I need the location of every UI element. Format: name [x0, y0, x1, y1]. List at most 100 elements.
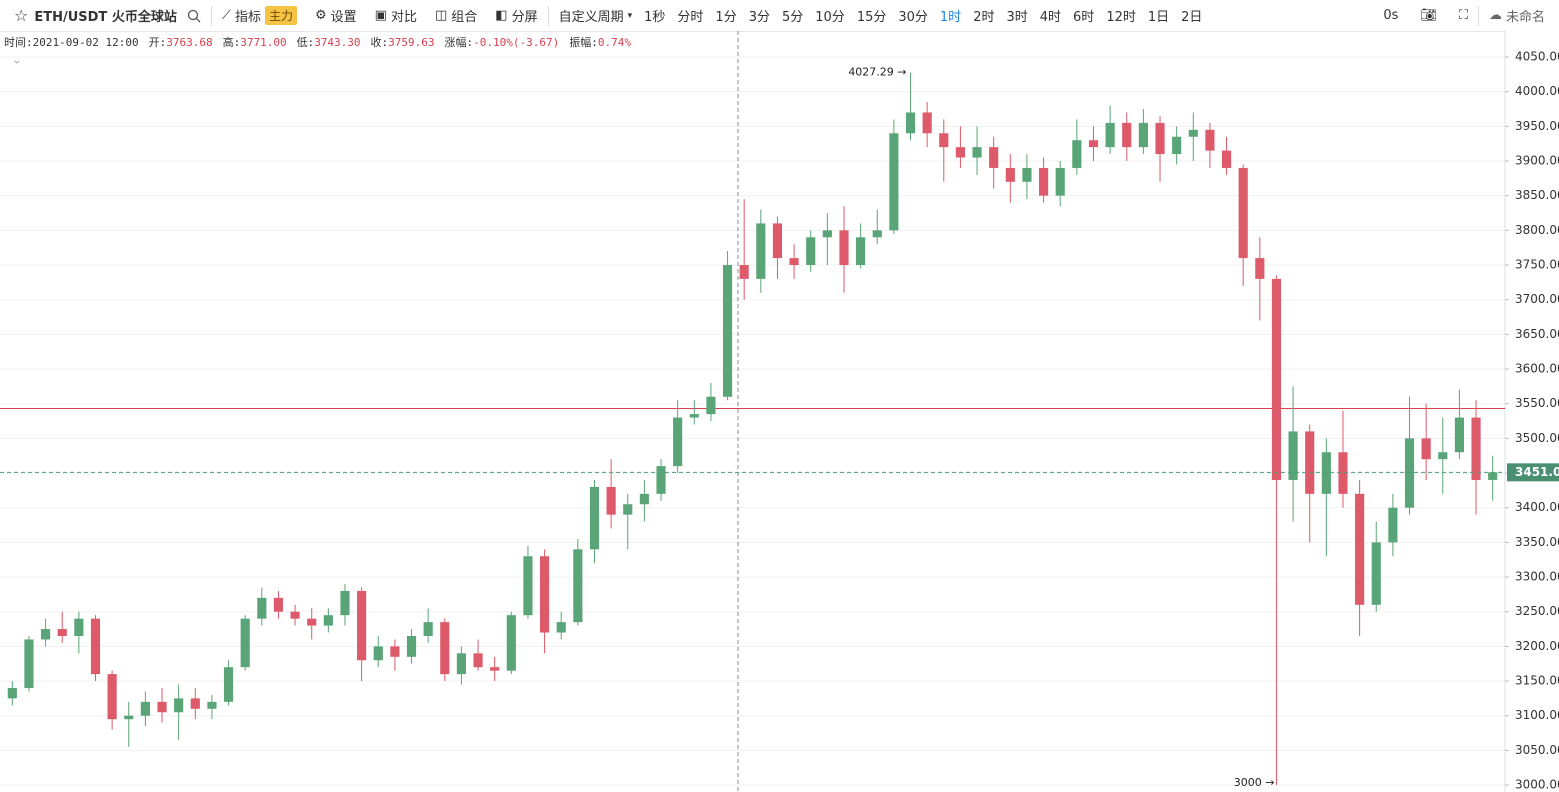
period-button[interactable]: 3分: [748, 10, 770, 25]
split-button[interactable]: ◧ 分屏: [495, 6, 537, 25]
candle-body: [440, 622, 450, 675]
candle-body: [1022, 167, 1032, 182]
candle-body: [41, 629, 51, 640]
period-button[interactable]: 1时: [939, 10, 962, 25]
current-price-label: 3451.02: [1515, 465, 1559, 479]
info-value: -0.10%(-3.67): [473, 36, 560, 49]
candle-body: [174, 698, 184, 713]
period-button[interactable]: 1日: [1147, 10, 1170, 25]
candle-body: [1055, 167, 1065, 196]
period-button[interactable]: 15分: [856, 10, 887, 25]
candle-body: [606, 486, 616, 515]
candle-body: [490, 667, 500, 671]
symbol[interactable]: ETH/USDT 火币全球站: [34, 10, 177, 25]
y-tick-label: 3150.00: [1515, 674, 1559, 688]
search-icon[interactable]: [187, 9, 201, 23]
info-label: 涨幅:: [444, 36, 474, 49]
candle-body: [1138, 122, 1148, 148]
layout-button[interactable]: ☁ 未命名: [1489, 6, 1545, 25]
y-tick-label: 3200.00: [1515, 639, 1559, 653]
candle-body: [7, 687, 17, 699]
candle-body: [905, 112, 916, 134]
candle-body: [1438, 452, 1448, 460]
candle-body: [140, 701, 150, 716]
info-item: 时间:2021-09-02 12:00: [4, 34, 139, 50]
period-button[interactable]: 6时: [1073, 10, 1095, 25]
candle-body: [1122, 122, 1132, 148]
candle-body: [1305, 431, 1315, 494]
candle-body: [1271, 278, 1282, 480]
y-tick-label: 3250.00: [1515, 604, 1559, 618]
icon: ⟋: [221, 8, 231, 23]
period-button[interactable]: 4时: [1039, 10, 1062, 25]
label: 设置: [330, 10, 357, 25]
candle-body: [573, 549, 583, 623]
candle-body: [756, 223, 766, 279]
candle-body: [673, 417, 683, 467]
y-tick-label: 3850.00: [1515, 188, 1559, 202]
y-tick-label: 3600.00: [1515, 362, 1559, 376]
candle-body: [190, 698, 200, 709]
divider: [1477, 5, 1479, 26]
divider: [210, 5, 212, 26]
candle-body: [1355, 493, 1365, 605]
candle-body: [1072, 140, 1082, 168]
period-button[interactable]: 1分: [715, 10, 737, 25]
info-value: 3759.63: [388, 36, 435, 49]
info-value: 3763.68: [166, 36, 213, 49]
toolbar: ☆ ETH/USDT 火币全球站 ⟋ 指标 主力 ⚙ 设置 ▣ 对比 ◫ 组合 ◧ 分屏 自…: [0, 0, 1559, 32]
y-tick-label: 3800.00: [1515, 223, 1559, 237]
screenshot-button[interactable]: 📷︎: [1420, 8, 1437, 23]
candle-body: [207, 701, 217, 709]
period-button[interactable]: 12时: [1106, 10, 1136, 25]
candle-body: [772, 223, 783, 259]
y-tick-label: 3000.00: [1515, 778, 1559, 792]
label: 未命名: [1505, 10, 1545, 25]
candle-body: [307, 618, 317, 626]
candle-body: [706, 396, 716, 415]
y-tick-label: 3350.00: [1515, 535, 1559, 549]
indicator-button[interactable]: ⟋ 指标 主力: [222, 6, 297, 25]
label: 自定义周期: [558, 10, 624, 25]
candle-body: [456, 653, 466, 675]
search-glyph: [187, 9, 201, 22]
y-tick-label: 3950.00: [1515, 119, 1559, 133]
settings-button[interactable]: ⚙ 设置: [315, 6, 357, 25]
period-button[interactable]: 10分: [815, 10, 845, 25]
candle-body: [273, 597, 284, 612]
fullscreen-button[interactable]: ⛶: [1458, 8, 1468, 23]
candle-body: [107, 674, 117, 720]
period-button[interactable]: 30分: [898, 10, 928, 25]
custom-period[interactable]: 自定义周期 ▾: [559, 6, 633, 25]
current-price-tag: [1507, 463, 1559, 482]
period-button[interactable]: 5分: [781, 10, 804, 25]
candle-body: [523, 556, 533, 616]
info-item: 收:3759.63: [371, 34, 435, 50]
high-label: 4027.29 →: [848, 66, 906, 79]
compare-button[interactable]: ▣ 对比: [375, 6, 417, 25]
candle-body: [473, 653, 483, 668]
info-label: 收:: [370, 36, 389, 49]
label: 分屏: [511, 10, 538, 25]
period-button[interactable]: 2时: [973, 10, 995, 25]
candle-body: [1188, 129, 1198, 137]
period-button[interactable]: 3时: [1006, 10, 1028, 25]
candle-body: [872, 230, 882, 238]
period-button[interactable]: 1秒: [644, 10, 666, 25]
info-value: 0.74%: [597, 36, 631, 49]
info-label: 开:: [148, 36, 167, 49]
candle-body: [739, 265, 749, 279]
candle-body: [1205, 129, 1215, 151]
candle-body: [90, 618, 101, 675]
candle-body: [540, 556, 550, 633]
period-button[interactable]: 2日: [1181, 10, 1203, 25]
collapse-caret: ⌄: [12, 53, 22, 67]
candle-body: [1471, 417, 1481, 480]
candle-body: [822, 230, 832, 238]
candle-body: [806, 237, 816, 266]
y-tick-label: 3400.00: [1515, 500, 1559, 514]
timer: 0s: [1383, 8, 1399, 23]
combo-button[interactable]: ◫ 组合: [435, 6, 477, 25]
period-button[interactable]: 分时: [677, 10, 704, 25]
favorite-star[interactable]: ☆: [14, 6, 29, 25]
